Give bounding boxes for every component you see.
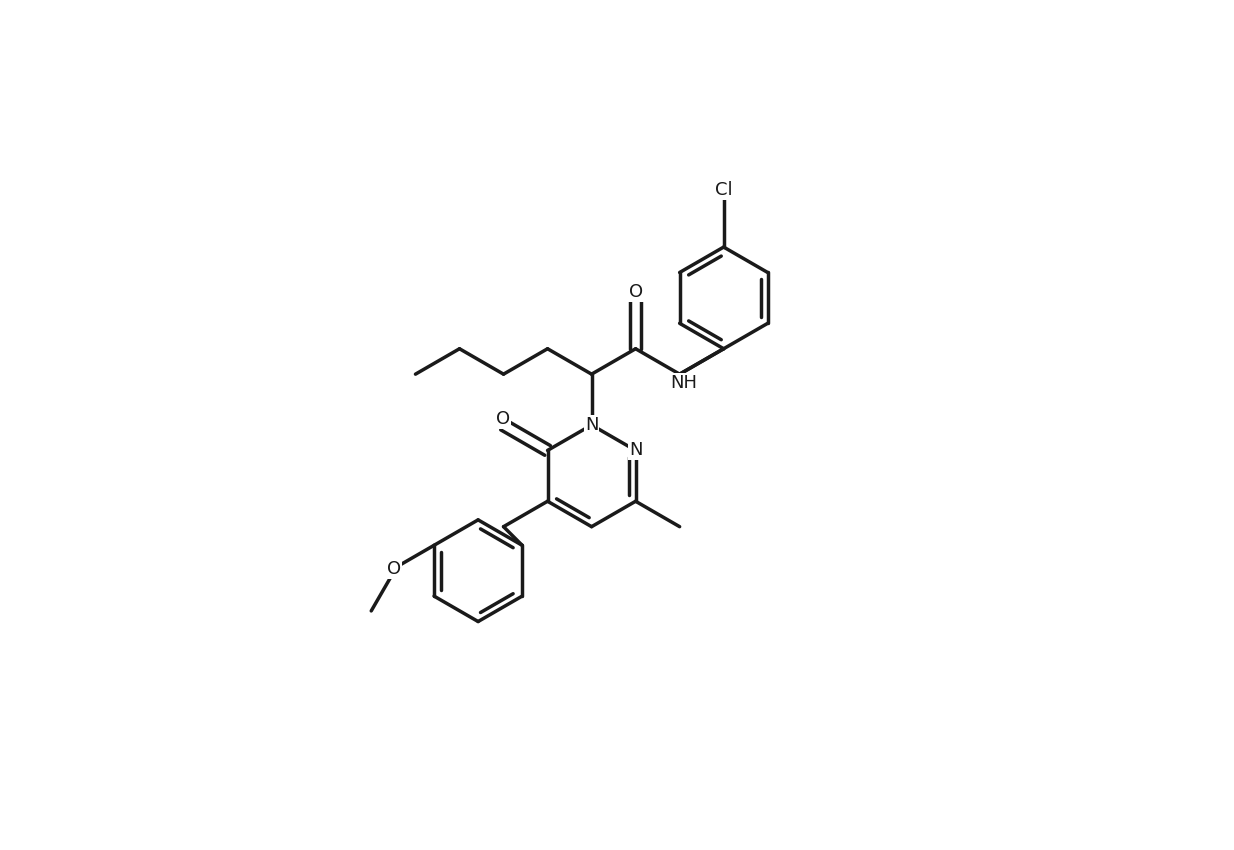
Text: N: N <box>629 441 643 459</box>
Text: O: O <box>496 410 511 428</box>
Text: NH: NH <box>670 374 697 393</box>
Text: O: O <box>387 560 401 579</box>
Text: O: O <box>628 283 643 301</box>
Text: N: N <box>585 416 598 434</box>
Text: Cl: Cl <box>714 181 733 199</box>
